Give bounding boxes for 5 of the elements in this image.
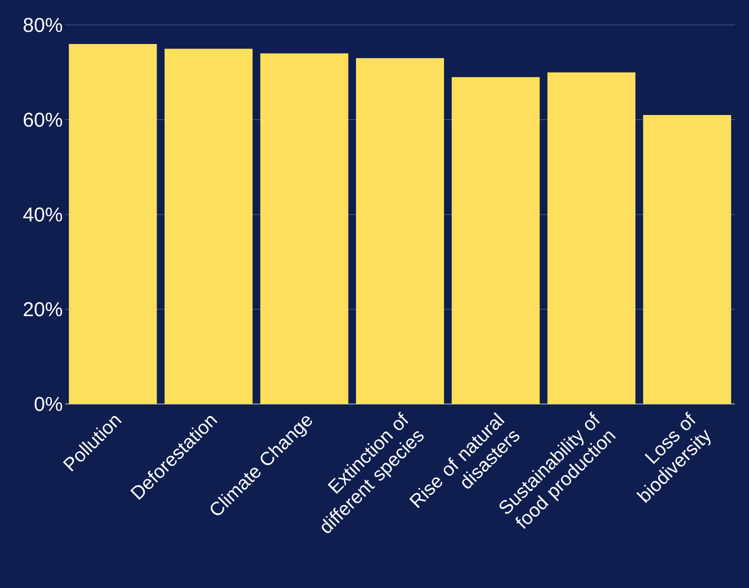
y-tick-label: 80%	[24, 18, 62, 32]
y-tick-label: 20%	[24, 302, 62, 316]
y-tick-label: 40%	[23, 207, 62, 222]
y-tick-label: 60%	[24, 112, 62, 127]
y-tick-label: 0%	[34, 396, 62, 412]
